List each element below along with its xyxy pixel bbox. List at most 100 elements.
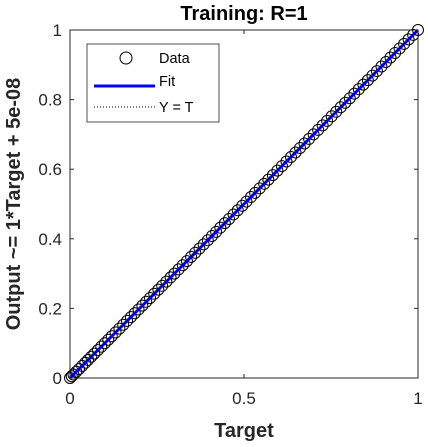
data-point [85, 350, 98, 363]
y-axis: 0 0.2 0.4 0.6 0.8 1 [38, 21, 418, 388]
data-point [117, 318, 130, 331]
data-point [370, 65, 383, 78]
data-point [210, 225, 223, 238]
data-point [393, 42, 406, 55]
data-point [275, 160, 288, 173]
y-tick-label: 0.8 [38, 91, 62, 110]
identity-line [69, 29, 419, 379]
data-point [389, 46, 402, 59]
data-point [294, 141, 307, 154]
data-point [339, 96, 352, 109]
data-point [168, 267, 181, 280]
data-point [82, 353, 95, 366]
legend-data-marker [119, 51, 133, 65]
data-point [398, 37, 411, 50]
data-point [109, 326, 122, 339]
data-point [102, 333, 115, 346]
x-axis-label: Target [214, 420, 274, 442]
data-point [236, 199, 249, 212]
y-tick-label: 0.6 [38, 160, 62, 179]
data-point [289, 146, 302, 159]
x-tick-label: 1 [413, 389, 422, 408]
data-point [384, 51, 397, 64]
x-axis: 0 0.5 1 [65, 30, 423, 408]
x-tick-label: 0.5 [232, 389, 256, 408]
data-point [321, 114, 334, 127]
legend-box [86, 43, 220, 123]
data-point [249, 186, 262, 199]
data-point [352, 83, 365, 96]
data-point [402, 33, 415, 46]
data-point [214, 221, 227, 234]
data-point [180, 255, 193, 268]
data-point [140, 295, 153, 308]
series-layer [64, 24, 424, 384]
data-point [379, 56, 392, 69]
data-point [176, 259, 189, 272]
data-point [136, 299, 149, 312]
data-point [73, 362, 86, 375]
data-point [298, 137, 311, 150]
data-point [121, 314, 134, 327]
data-point [65, 370, 78, 383]
data-point [244, 191, 257, 204]
data-point [307, 128, 320, 141]
data-point [366, 69, 379, 82]
data-point [325, 110, 338, 123]
data-point [205, 230, 218, 243]
data-point [148, 287, 161, 300]
y-tick-label: 0.2 [38, 299, 62, 318]
data-point [227, 208, 240, 221]
data-point [334, 101, 347, 114]
data-point [156, 279, 169, 292]
data-point [132, 303, 145, 316]
data-point [128, 307, 141, 320]
data-point [303, 132, 316, 145]
data-point [193, 242, 206, 255]
data-point [189, 246, 202, 259]
data-point [407, 28, 420, 41]
data-point [231, 204, 244, 217]
data-point [312, 123, 325, 136]
data-point [197, 238, 210, 251]
data-point [266, 169, 279, 182]
y-tick-label: 0 [53, 369, 62, 388]
data-point [262, 173, 275, 186]
legend-fit-label: Fit [159, 74, 175, 90]
data-point [124, 311, 137, 324]
chart-title: Training: R=1 [180, 3, 307, 25]
data-point [280, 155, 293, 168]
data-point [88, 347, 101, 360]
y-axis-label: Output ~= 1*Target + 5e-08 [3, 78, 25, 331]
data-point [284, 151, 297, 164]
data-point [185, 250, 198, 263]
data-point [357, 78, 370, 91]
legend: Data Fit Y = T [86, 43, 220, 123]
data-point [164, 271, 177, 284]
data-point [105, 330, 118, 343]
data-point [316, 119, 329, 132]
data-point [348, 87, 361, 100]
y-tick-label: 1 [53, 21, 62, 40]
data-point [258, 177, 271, 190]
data-point [223, 212, 236, 225]
y-tick-label: 0.4 [38, 230, 62, 249]
x-tick-label: 0 [65, 389, 74, 408]
legend-data-label: Data [159, 51, 191, 67]
data-point [152, 283, 165, 296]
legend-yt-label: Y = T [159, 100, 194, 116]
data-point [98, 337, 111, 350]
data-point [91, 344, 104, 357]
data-point [375, 60, 388, 73]
data-point [160, 275, 173, 288]
data-point [361, 74, 374, 87]
data-point [240, 195, 253, 208]
data-point [113, 322, 126, 335]
data-point [271, 164, 284, 177]
data-point [95, 340, 108, 353]
data-point [172, 263, 185, 276]
data-point [253, 182, 266, 195]
data-point [218, 217, 231, 230]
data-point [343, 92, 356, 105]
